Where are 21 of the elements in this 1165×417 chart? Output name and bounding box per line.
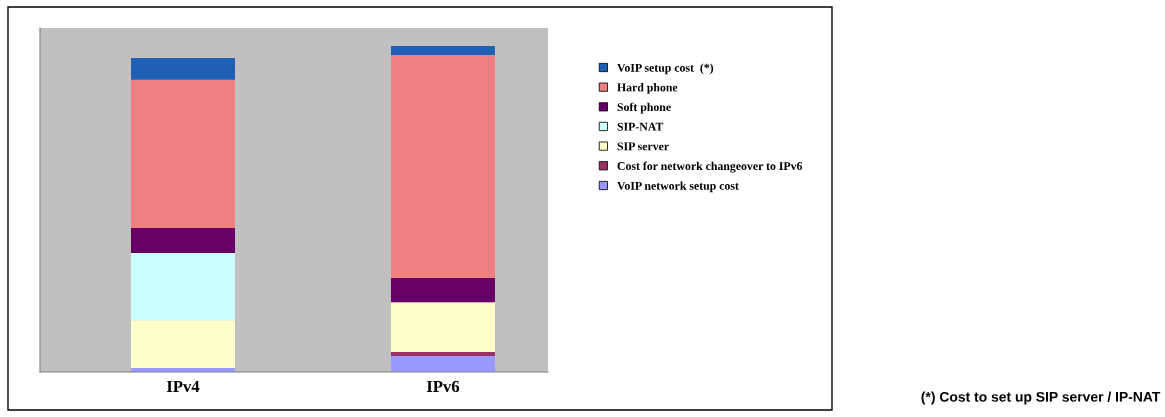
bar: [390, 356, 495, 372]
bar: [390, 278, 495, 303]
bar: [390, 55, 495, 279]
legend-label: SIP server: [617, 142, 669, 151]
bar: [130, 58, 235, 80]
x-tick-label: IPv4: [166, 380, 200, 393]
bar: [130, 79, 235, 228]
bar: [390, 352, 495, 357]
legend-label: VoIP setup cost (*): [617, 63, 714, 75]
bar: [390, 45, 495, 56]
text: (*) Cost to set up SIP server / IP-NAT: [921, 391, 1161, 405]
bar: [130, 320, 235, 369]
legend-label: Cost for network changeover to IPv6: [617, 161, 803, 173]
legend-label: Soft phone: [617, 102, 671, 114]
bar: [130, 227, 235, 253]
legend-label: VoIP network setup cost: [617, 181, 739, 193]
bar: [130, 252, 235, 321]
legend-label: SIP-NAT: [617, 122, 664, 131]
x-tick-label: IPv6: [426, 380, 460, 393]
legend-label: Hard phone: [617, 83, 678, 94]
bar: [390, 302, 495, 353]
